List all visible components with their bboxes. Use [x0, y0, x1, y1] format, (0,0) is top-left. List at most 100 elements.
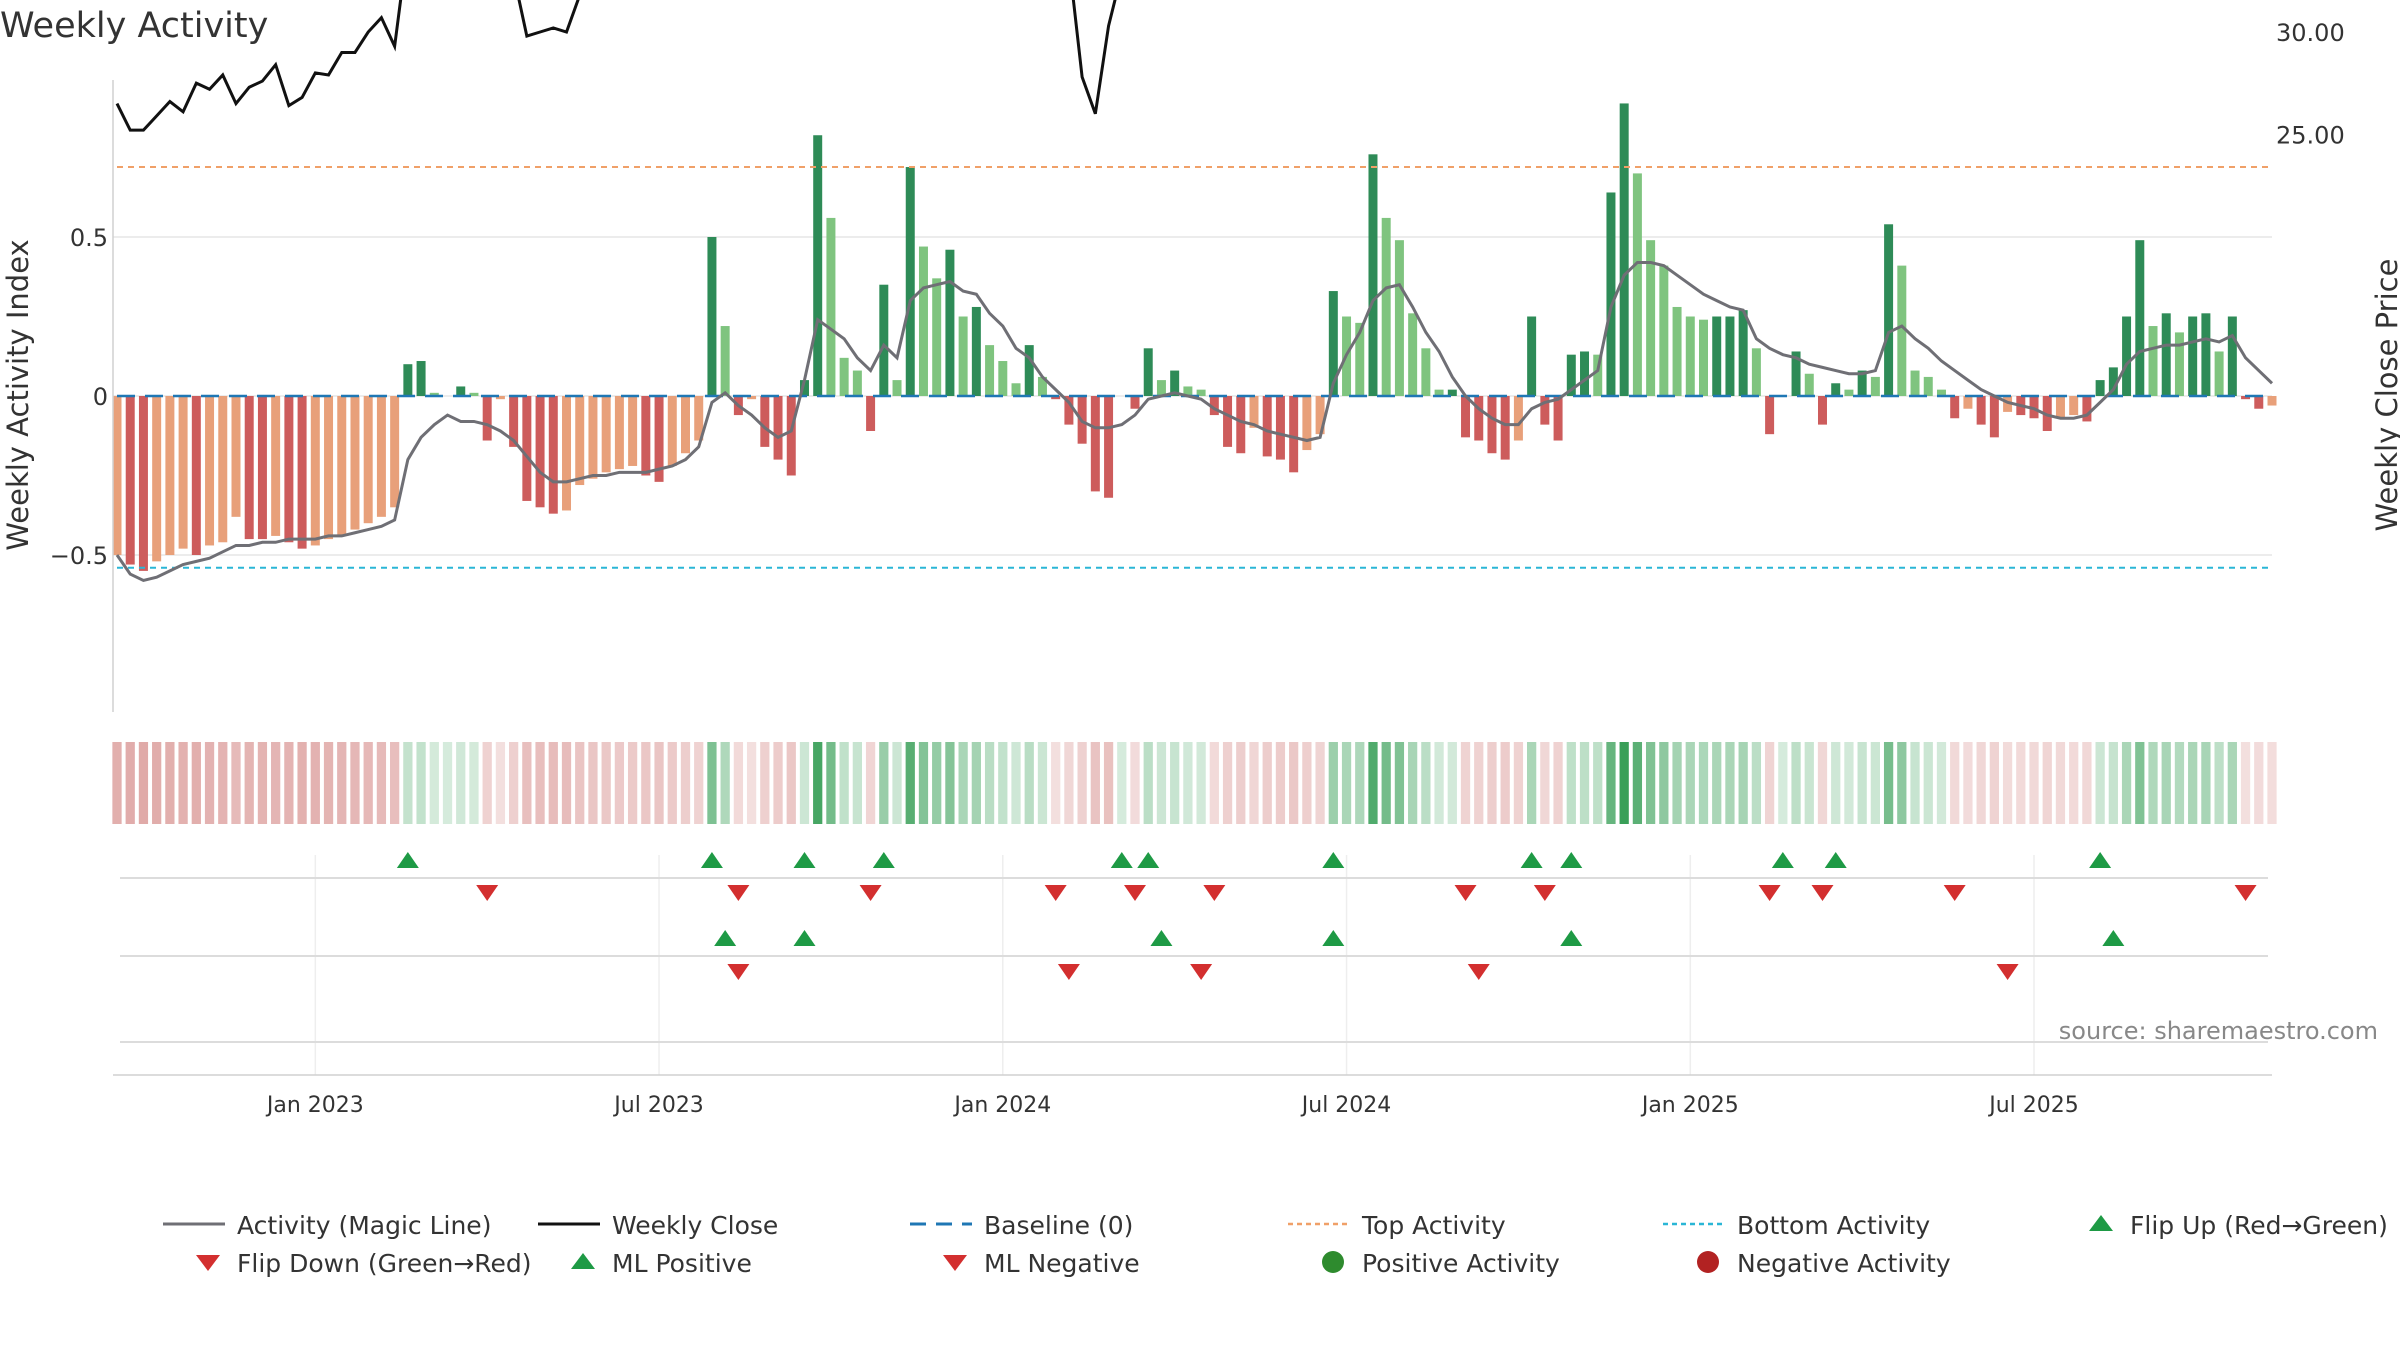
activity-bar [2135, 240, 2145, 396]
activity-strip-cell [1262, 742, 1272, 824]
activity-strip-cell [1540, 742, 1550, 824]
activity-strip-cell [1222, 742, 1233, 824]
ml-positive-marker [714, 930, 737, 946]
activity-bar [1844, 389, 1854, 396]
source-credit: source: sharemaestro.com [2059, 1017, 2378, 1045]
activity-strip-cell [548, 742, 558, 824]
activity-bar [562, 396, 572, 511]
flip-down-marker [1454, 885, 1477, 901]
activity-strip-cell [1764, 742, 1775, 824]
activity-strip-cell [1236, 742, 1246, 824]
activity-strip-cell [191, 742, 201, 824]
activity-bar [376, 396, 386, 517]
legend-label: Bottom Activity [1737, 1211, 1930, 1240]
activity-bar [1328, 291, 1338, 396]
activity-strip-cell [2135, 742, 2145, 824]
activity-bar [191, 396, 201, 555]
activity-bar [1699, 319, 1708, 396]
activity-bar [1566, 354, 1576, 396]
activity-bar [985, 345, 995, 396]
activity-strip-cell [2240, 742, 2251, 824]
activity-strip-cell [1897, 742, 1907, 824]
activity-strip-cell [1910, 742, 1920, 824]
activity-strip-cell [376, 742, 387, 824]
activity-strip-cell [601, 742, 611, 824]
activity-strip-cell [905, 742, 915, 824]
activity-strip-cell [1645, 742, 1656, 824]
activity-strip-cell [2188, 742, 2198, 824]
activity-bar [1936, 389, 1946, 396]
activity-strip-cell [627, 742, 638, 824]
activity-strip-cell [1844, 742, 1854, 824]
activity-strip-cell [2121, 742, 2132, 824]
activity-bar [601, 396, 611, 473]
activity-bar [257, 396, 267, 540]
activity-strip-cell [1950, 742, 1960, 824]
activity-bar [1090, 396, 1100, 492]
activity-bar [1394, 240, 1404, 396]
flip-down-marker [859, 885, 882, 901]
activity-bar [773, 396, 783, 460]
activity-bar [1659, 265, 1669, 396]
x-tick-label: Jan 2025 [1640, 1093, 1739, 1118]
activity-strip-cell [892, 742, 902, 824]
x-tick-label: Jan 2023 [265, 1093, 364, 1118]
activity-bar [2227, 316, 2237, 396]
activity-bar [1712, 316, 1722, 396]
legend-swatch-down-triangle [196, 1255, 220, 1271]
activity-strip-cell [918, 742, 929, 824]
activity-strip-cell [1619, 742, 1629, 824]
activity-strip-cell [839, 742, 849, 824]
activity-bar [628, 396, 638, 466]
activity-strip-cell [456, 742, 466, 824]
activity-strip-cell [2055, 742, 2066, 824]
flip-up-marker [872, 852, 895, 868]
activity-bar [1236, 396, 1246, 454]
activity-strip-cell [495, 742, 506, 824]
activity-strip-cell [152, 742, 162, 824]
activity-bar [2174, 332, 2184, 396]
activity-strip-cell [1936, 742, 1947, 824]
activity-bar [1143, 348, 1153, 396]
activity-strip-cell [363, 742, 373, 824]
activity-bar [826, 217, 836, 396]
activity-strip-cell [826, 742, 836, 824]
activity-bar [1275, 396, 1285, 460]
activity-bar [1950, 396, 1960, 419]
flip-down-marker [2234, 885, 2257, 901]
activity-bar [548, 396, 558, 514]
activity-strip-cell [1328, 742, 1338, 824]
activity-strip-cell [2174, 742, 2185, 824]
activity-strip-cell [2016, 742, 2026, 824]
activity-bar [112, 396, 122, 555]
activity-bar [852, 370, 862, 396]
activity-bar [918, 246, 928, 396]
legend-label: Weekly Close [612, 1211, 778, 1240]
activity-strip-cell [112, 742, 122, 824]
flip-up-marker [396, 852, 419, 868]
activity-bar [1262, 396, 1272, 457]
activity-bar [231, 396, 241, 517]
activity-strip-cell [1011, 742, 1021, 824]
activity-bar [905, 167, 915, 396]
x-tick-label: Jul 2023 [612, 1093, 704, 1118]
activity-strip-cell [1143, 742, 1153, 824]
activity-strip-cell [1725, 742, 1735, 824]
activity-strip-cell [1751, 742, 1762, 824]
activity-bar [297, 396, 307, 549]
legend-swatch-up-triangle [571, 1253, 595, 1269]
activity-bar [138, 396, 148, 571]
activity-bar [1817, 396, 1827, 425]
activity-strip-cell [813, 742, 823, 824]
activity-bar [1527, 316, 1537, 396]
activity-bar [839, 357, 849, 396]
activity-strip-cell [1831, 742, 1841, 824]
activity-bar [1831, 383, 1841, 396]
activity-strip-cell [667, 742, 677, 824]
activity-bar [1408, 313, 1418, 396]
activity-strip-cell [508, 742, 519, 824]
activity-strip-cell [2069, 742, 2079, 824]
activity-bar [2161, 313, 2171, 396]
activity-strip-cell [416, 742, 426, 824]
activity-bar [310, 396, 320, 546]
